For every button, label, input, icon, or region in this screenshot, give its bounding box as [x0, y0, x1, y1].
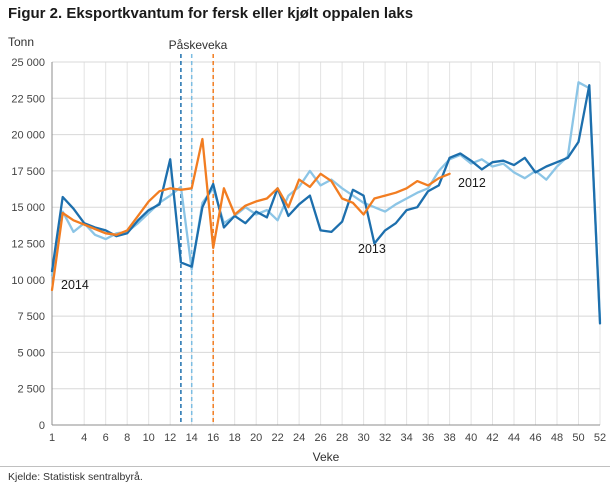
y-tick-label: 2 500 — [17, 384, 45, 396]
x-tick-label: 6 — [103, 432, 109, 444]
series-label-2014: 2014 — [61, 278, 89, 292]
y-tick-label: 22 500 — [11, 93, 45, 105]
easter-week-annotation: Påskeveka — [169, 38, 228, 52]
y-tick-label: 0 — [39, 420, 45, 432]
y-tick-label: 7 500 — [17, 311, 45, 323]
x-tick-label: 24 — [293, 432, 305, 444]
x-tick-label: 8 — [124, 432, 130, 444]
plot-area: 0 2 500 5 000 7 500 10 000 12 500 15 000 17 500… — [11, 54, 606, 444]
x-tick-label: 20 — [250, 432, 262, 444]
x-tick-label: 12 — [164, 432, 176, 444]
x-tick-label: 42 — [486, 432, 498, 444]
line-chart: 0 2 500 5 000 7 500 10 000 12 500 15 000 17 500… — [8, 35, 606, 464]
x-tick-label: 44 — [508, 432, 520, 444]
x-tick-label: 22 — [271, 432, 283, 444]
y-tick-label: 25 000 — [11, 57, 45, 69]
y-tick-label: 17 500 — [11, 166, 45, 178]
x-tick-label: 26 — [314, 432, 326, 444]
x-tick-label: 30 — [357, 432, 369, 444]
y-tick-label: 12 500 — [11, 239, 45, 251]
x-tick-label: 34 — [400, 432, 412, 444]
y-tick-label: 5 000 — [17, 347, 45, 359]
y-tick-label: 20 000 — [11, 130, 45, 142]
y-axis-unit-label: Tonn — [8, 35, 34, 49]
x-tick-label: 16 — [207, 432, 219, 444]
x-tick-label: 50 — [572, 432, 584, 444]
x-tick-label: 40 — [465, 432, 477, 444]
figure-title: Figur 2. Eksportkvantum for fersk eller … — [8, 5, 414, 22]
x-tick-label: 32 — [379, 432, 391, 444]
series-label-2013: 2013 — [358, 242, 386, 256]
x-tick-label: 18 — [229, 432, 241, 444]
x-tick-label: 52 — [594, 432, 606, 444]
x-tick-label: 36 — [422, 432, 434, 444]
x-tick-label: 28 — [336, 432, 348, 444]
x-tick-label: 46 — [529, 432, 541, 444]
x-tick-label: 1 — [49, 432, 55, 444]
x-tick-label: 10 — [143, 432, 155, 444]
x-axis-label: Veke — [313, 450, 340, 464]
x-tick-label: 48 — [551, 432, 563, 444]
x-tick-label: 14 — [186, 432, 198, 444]
y-tick-label: 15 000 — [11, 202, 45, 214]
series-label-2012: 2012 — [458, 176, 486, 190]
y-tick-label: 10 000 — [11, 275, 45, 287]
source-note: Kjelde: Statistisk sentralbyrå. — [0, 466, 610, 488]
x-tick-label: 4 — [81, 432, 87, 444]
x-tick-label: 38 — [443, 432, 455, 444]
